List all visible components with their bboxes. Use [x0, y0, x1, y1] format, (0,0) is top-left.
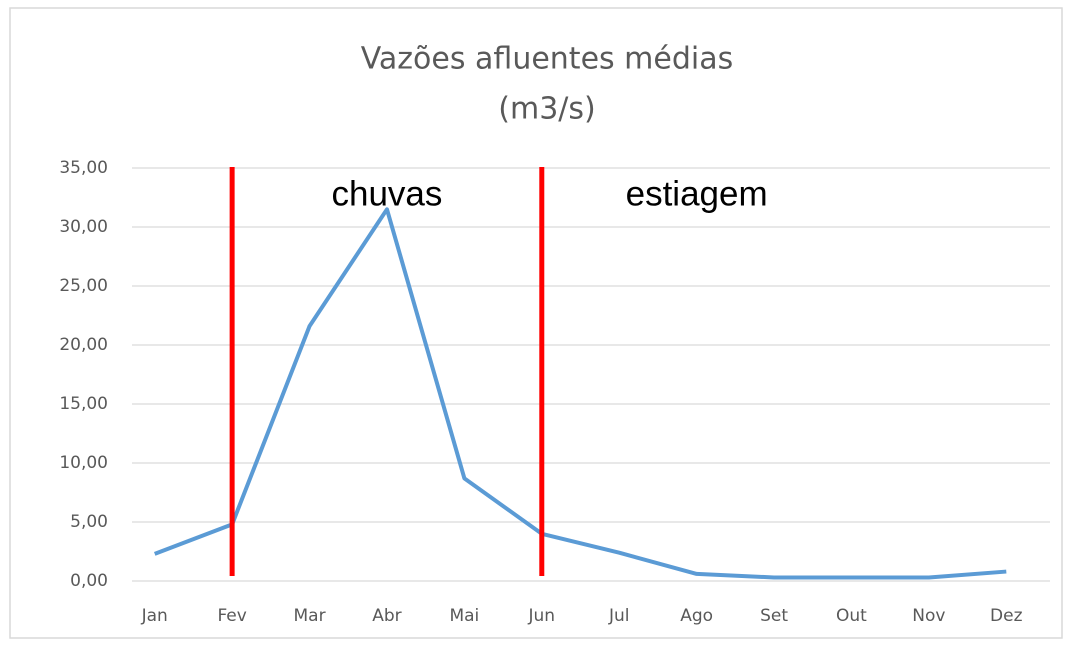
- y-tick-label: 20,00: [59, 335, 108, 355]
- y-tick-label: 30,00: [59, 217, 108, 237]
- y-tick-label: 0,00: [70, 571, 108, 591]
- x-tick-label: Fev: [217, 606, 246, 626]
- region-label: estiagem: [626, 174, 768, 213]
- x-tick-label: Nov: [912, 606, 945, 626]
- y-tick-label: 15,00: [59, 394, 108, 414]
- x-tick-label: Ago: [680, 606, 713, 626]
- chart-title: (m3/s): [498, 92, 595, 127]
- x-tick-label: Jul: [608, 606, 630, 626]
- y-tick-label: 5,00: [70, 512, 108, 532]
- x-tick-label: Abr: [372, 606, 401, 626]
- y-tick-label: 25,00: [59, 276, 108, 296]
- x-tick-label: Mai: [449, 606, 479, 626]
- region-label: chuvas: [332, 174, 443, 213]
- x-tick-label: Jan: [141, 606, 168, 626]
- chart-title: Vazões afluentes médias: [361, 42, 734, 77]
- y-tick-label: 35,00: [59, 158, 108, 178]
- x-tick-label: Out: [836, 606, 867, 626]
- x-tick-label: Mar: [294, 606, 326, 626]
- data-line: [153, 207, 1007, 580]
- x-tick-label: Jun: [528, 606, 556, 626]
- chart-frame: [9, 7, 1063, 639]
- x-tick-label: Set: [760, 606, 788, 626]
- y-tick-label: 10,00: [59, 453, 108, 473]
- x-tick-label: Dez: [990, 606, 1023, 626]
